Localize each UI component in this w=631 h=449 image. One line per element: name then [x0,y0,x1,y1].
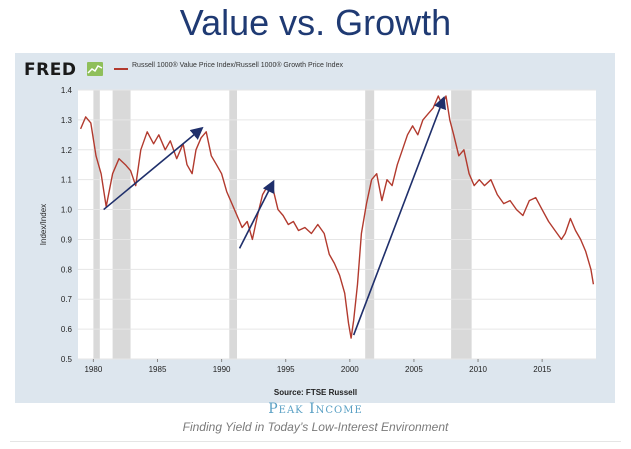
trend-arrow [352,95,446,336]
y-tick-label: 1.4 [61,86,73,95]
y-axis-label: Index/Index [39,204,48,245]
fred-logo: FRED [24,60,77,80]
brand-logo-text: Peak Income [268,401,363,417]
footer-divider [10,441,621,442]
recession-band [112,90,131,359]
fred-logo-graph-icon [87,62,103,76]
recession-band [451,90,472,359]
chart-source: Source: FTSE Russell [273,388,358,397]
y-tick-label: 0.6 [61,325,73,334]
y-tick-label: 0.8 [61,265,73,274]
y-tick-label: 1.3 [61,116,73,125]
y-tick-label: 1.0 [61,206,73,215]
recession-band [365,90,375,359]
y-tick-label: 0.9 [61,235,73,244]
legend-label: Russell 1000® Value Price Index/Russell … [132,62,343,69]
x-tick-label: 1995 [277,365,295,374]
y-tick-label: 0.7 [61,295,73,304]
x-tick-label: 1990 [213,365,231,374]
x-tick-label: 2000 [341,365,359,374]
brand-tagline: Finding Yield in Today’s Low-Interest En… [182,420,449,434]
x-tick-label: 2010 [469,365,487,374]
x-tick-label: 2005 [405,365,423,374]
plot-area [78,90,596,359]
slide-title: Value vs. Growth [179,2,452,43]
y-tick-label: 1.2 [61,146,73,155]
series-line [79,95,595,339]
x-tick-label: 1980 [84,365,102,374]
y-tick-label: 1.1 [61,176,73,185]
recession-band [93,90,100,359]
trend-arrow [103,126,204,211]
y-tick-label: 0.5 [61,355,73,364]
trend-arrow [238,179,275,249]
x-tick-label: 1985 [149,365,167,374]
recession-band [229,90,237,359]
x-tick-label: 2015 [533,365,551,374]
legend-swatch [114,68,128,70]
